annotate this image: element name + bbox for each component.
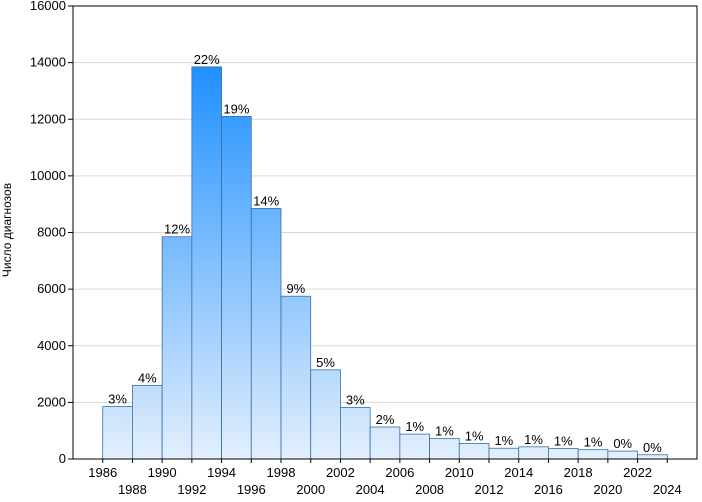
x-tick-label-lower: 2008 [415,482,444,497]
x-tick-label-upper: 2014 [504,465,533,480]
bar-percent-label: 0% [643,440,662,455]
bar-percent-label: 3% [108,392,127,407]
x-tick-label-lower: 1996 [237,482,266,497]
x-tick-label-lower: 2020 [593,482,622,497]
x-tick-label-upper: 1986 [88,465,117,480]
histogram-bar [132,384,163,460]
x-tick-label-lower: 2004 [356,482,385,497]
x-tick-label-upper: 1994 [207,465,236,480]
y-tick-label: 16000 [30,0,66,13]
bar-percent-label: 1% [435,424,454,439]
histogram-bar [340,407,371,460]
x-tick-label-upper: 2018 [564,465,593,480]
bar-percent-label: 3% [346,392,365,407]
y-tick-label: 12000 [30,111,66,126]
bar-percent-label: 12% [164,222,190,237]
axes: 0 2000 4000 6000 8000 10000 12000 14000 16000 198… [30,0,698,497]
x-tick-label-lower: 1988 [118,482,147,497]
histogram-bar [280,295,312,460]
y-tick-label: 4000 [37,338,66,353]
histogram-bar [429,438,460,460]
histogram-bar [102,406,133,460]
x-tick-label-upper: 2006 [385,465,414,480]
x-tick-label-lower: 2000 [296,482,325,497]
y-tick-label: 0 [59,451,66,466]
histogram-bar [577,449,609,460]
bar-percent-label: 2% [376,412,395,427]
histogram-bar [518,446,549,460]
bars [102,66,668,460]
x-tick-label-lower: 1992 [177,482,206,497]
x-tick-label-lower: 2016 [534,482,563,497]
bar-percent-label: 1% [554,434,573,449]
bar-percent-label: 1% [405,419,424,434]
y-tick-label: 14000 [30,55,66,70]
bar-percent-label: 19% [223,101,249,116]
bar-percent-label: 1% [465,428,484,443]
bar-percent-label: 1% [494,433,513,448]
y-tick-label: 10000 [30,168,66,183]
x-tick-label-upper: 2022 [623,465,652,480]
y-tick-label: 2000 [37,394,66,409]
histogram-bar [637,454,668,460]
x-tick-label-upper: 1990 [148,465,177,480]
x-tick-label-lower: 2024 [653,482,682,497]
x-tick-label-lower: 2012 [475,482,504,497]
data-labels: 3% 4% 12% 22% 19% 14% 9% 5% 3% 2% 1% 1% 1% 1% 1% 1% 1% 0%… [108,52,662,455]
bar-percent-label: 4% [138,370,157,385]
histogram-bar [548,448,579,460]
bar-percent-label: 1% [584,435,603,450]
x-tick-label-upper: 1998 [267,465,296,480]
histogram-bar [161,236,193,460]
bar-percent-label: 9% [286,281,305,296]
histogram-bar [191,66,222,460]
x-tick-label-upper: 2010 [445,465,474,480]
x-tick-label-upper: 2002 [326,465,355,480]
y-axis-title: Число диагнозов [0,183,14,277]
histogram-bar [221,116,252,460]
histogram-bar [607,450,638,460]
histogram-bar [458,443,490,460]
histogram-bar [369,426,401,460]
y-tick-label: 6000 [37,281,66,296]
bar-percent-label: 22% [194,52,220,67]
histogram-bar [399,433,430,460]
histogram-bar [250,208,282,460]
bar-percent-label: 0% [613,436,632,451]
histogram-bar [310,369,341,460]
y-tick-label: 8000 [37,225,66,240]
bar-percent-label: 14% [253,193,279,208]
bar-percent-label: 1% [524,432,543,447]
histogram-bar [488,447,520,460]
bar-percent-label: 5% [316,355,335,370]
